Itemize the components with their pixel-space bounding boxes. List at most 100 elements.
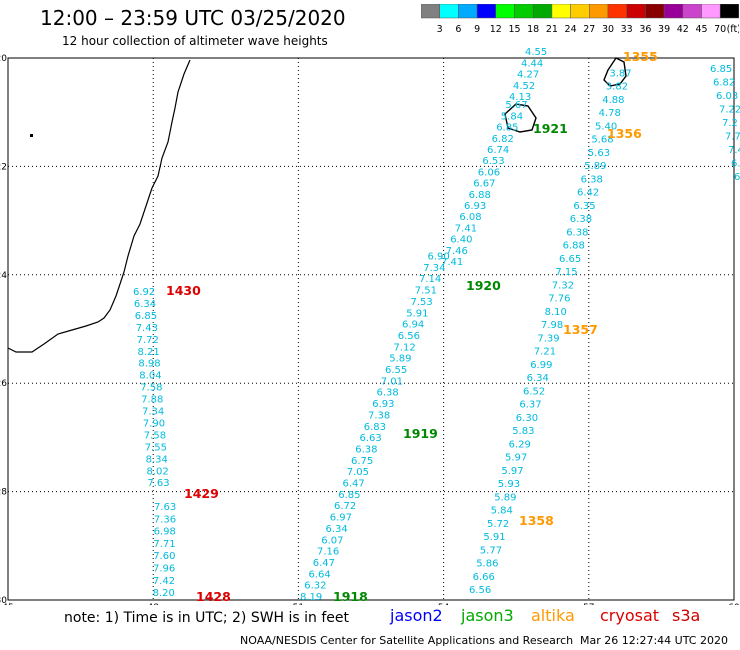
swh-value: 7.7 <box>725 132 740 143</box>
lon-tick: 60 <box>728 603 740 605</box>
swh-value: 7.34 <box>142 407 164 418</box>
pass-label: 1430 <box>166 283 201 298</box>
swh-value: 7.63 <box>147 478 169 489</box>
swh-value: 6.66 <box>473 572 495 583</box>
swh-value: 5.83 <box>512 426 534 437</box>
islet <box>30 134 33 137</box>
legend-label: 24 <box>565 24 577 35</box>
swh-value: 7.53 <box>411 297 433 308</box>
swh-value: 6.07 <box>321 535 343 546</box>
map-title: 12:00 – 23:59 UTC 03/25/2020 <box>40 6 346 30</box>
swh-value: 4.55 <box>525 47 547 58</box>
swh-value: 7.88 <box>141 395 163 406</box>
swh-value: 6.34 <box>527 373 549 384</box>
swh-value: 7.96 <box>153 564 175 575</box>
swh-value: 6.97 <box>330 513 352 524</box>
legend-label: 6 <box>455 24 461 35</box>
swh-value: 6.93 <box>464 201 486 212</box>
lat-tick: -24 <box>0 271 7 281</box>
legend-label: 15 <box>508 24 520 35</box>
lon-tick: 57 <box>583 603 594 605</box>
swh-value: 6.03 <box>716 91 738 102</box>
swh-value: 6.32 <box>304 581 326 592</box>
swh-value: 6.06 <box>478 167 500 178</box>
legend-label: 12 <box>490 24 502 35</box>
pass-label: 1921 <box>533 121 568 136</box>
swh-value: 6.82 <box>492 134 514 145</box>
swh-value: 7.12 <box>394 342 416 353</box>
lon-tick: 51 <box>293 603 304 605</box>
swh-value: 8.02 <box>147 466 169 477</box>
swh-value: 6.34 <box>326 524 348 535</box>
pass-label: 1428 <box>196 589 231 604</box>
lat-tick: -22 <box>0 162 7 172</box>
swh-value: 4.27 <box>517 70 539 81</box>
swh-value: 7.22 <box>719 105 740 116</box>
swh-value: 7.46 <box>446 246 468 257</box>
swh-value: 5.97 <box>501 466 523 477</box>
pass-label: 1919 <box>403 426 438 441</box>
swh-value: 5.86 <box>476 559 498 570</box>
lat-tick: -28 <box>0 488 7 498</box>
madagascar-coastline <box>7 59 191 353</box>
swh-value: 6.85 <box>496 123 518 134</box>
swh-value: 4.13 <box>509 92 531 103</box>
pass-label: 1358 <box>519 513 554 528</box>
swh-value: 7.41 <box>441 257 463 268</box>
sat-altika: altika <box>531 606 575 625</box>
swh-value: 5.89 <box>494 492 516 503</box>
swh-value: 7.34 <box>423 263 445 274</box>
swh-value: 6.74 <box>487 145 509 156</box>
swh-value: 7.55 <box>145 442 167 453</box>
swh-value: 5.72 <box>487 519 509 530</box>
swh-value: 5.89 <box>584 161 606 172</box>
sat-jason3: jason3 <box>461 606 514 625</box>
swh-value: 7.39 <box>537 333 559 344</box>
swh-value: 6.92 <box>133 287 155 298</box>
legend-label: 36 <box>639 24 651 35</box>
swh-value: 6.64 <box>309 569 331 580</box>
swh-value: 5.63 <box>588 148 610 159</box>
swh-value: 5.84 <box>491 506 513 517</box>
swh-value: 7.32 <box>552 280 574 291</box>
legend-label: 33 <box>621 24 633 35</box>
swh-value: 7.43 <box>136 323 158 334</box>
swh-value: 7.21 <box>534 347 556 358</box>
lat-tick: -26 <box>0 379 7 389</box>
swh-value: 7.58 <box>144 430 166 441</box>
swh-value: 5.68 <box>591 135 613 146</box>
sat-jason2: jason2 <box>390 606 443 625</box>
swh-value: 8.34 <box>146 454 168 465</box>
swh-value: 7.01 <box>381 376 403 387</box>
swh-value: 6.08 <box>459 212 481 223</box>
legend-label: 9 <box>474 24 480 35</box>
swh-value: 5.97 <box>505 453 527 464</box>
swh-value: 6.42 <box>577 188 599 199</box>
swh-value: 6.94 <box>402 320 424 331</box>
swh-value: 6.40 <box>450 235 472 246</box>
pass-label: 1356 <box>607 126 642 141</box>
legend-label: 3 <box>437 24 443 35</box>
swh-value: 5.89 <box>389 354 411 365</box>
swh-value: 6.38 <box>570 214 592 225</box>
swh-value: 6.98 <box>154 527 176 538</box>
swh-value: 6.35 <box>573 201 595 212</box>
swh-value: 6.56 <box>469 585 491 596</box>
swh-value: 7.60 <box>153 551 175 562</box>
swh-value: 6.83 <box>364 422 386 433</box>
swh-value: 6.63 <box>360 433 382 444</box>
lon-tick: 54 <box>438 603 450 605</box>
swh-value: 6.34 <box>134 299 156 310</box>
legend-label: 42 <box>677 24 689 35</box>
swh-value: 3.82 <box>606 82 628 93</box>
legend-label: 45 <box>695 24 707 35</box>
pass-label: 1920 <box>466 278 501 293</box>
swh-value: 8.21 <box>138 347 160 358</box>
swh-value: 6.93 <box>372 399 394 410</box>
reunion-island <box>504 103 537 133</box>
swh-value: 6.38 <box>566 227 588 238</box>
swh-value: 7.41 <box>455 223 477 234</box>
swh-value: 5.40 <box>595 121 617 132</box>
swh-value: 6.88 <box>469 190 491 201</box>
